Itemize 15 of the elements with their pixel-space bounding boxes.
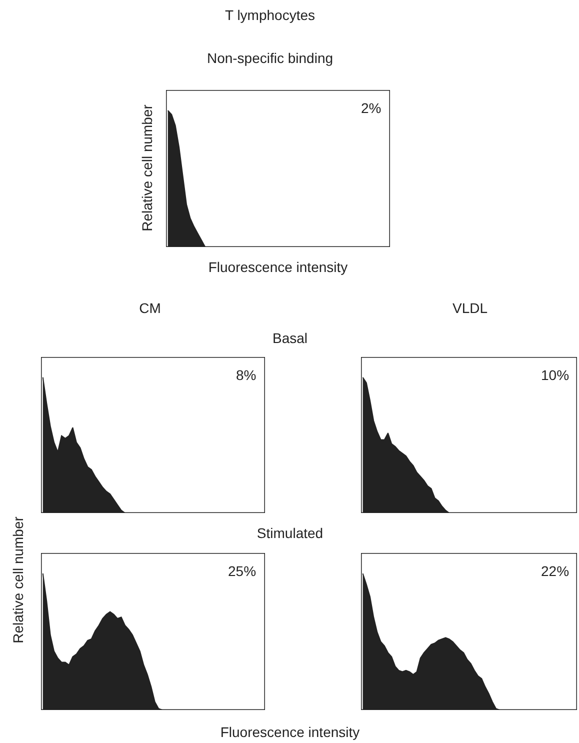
annotation: 8% bbox=[236, 367, 256, 383]
text: VLDL bbox=[452, 300, 488, 316]
annotation: 22% bbox=[541, 563, 570, 579]
y-axis-title: Relative cell number bbox=[10, 516, 26, 644]
annotation: 25% bbox=[228, 563, 256, 579]
x-axis-title: Fluorescence intensity bbox=[208, 259, 348, 275]
text: Basal bbox=[272, 330, 308, 346]
chart-title: T lymphocytes bbox=[225, 7, 315, 23]
annotation: 2% bbox=[361, 100, 382, 116]
text: CM bbox=[139, 300, 161, 316]
chart-subtitle: Non-specific binding bbox=[206, 50, 334, 66]
annotation: 10% bbox=[541, 367, 570, 383]
y-axis-title: Relative cell number bbox=[139, 104, 155, 232]
chart-title: Stimulated bbox=[256, 525, 324, 541]
x-axis-title: Fluorescence intensity bbox=[220, 724, 360, 740]
